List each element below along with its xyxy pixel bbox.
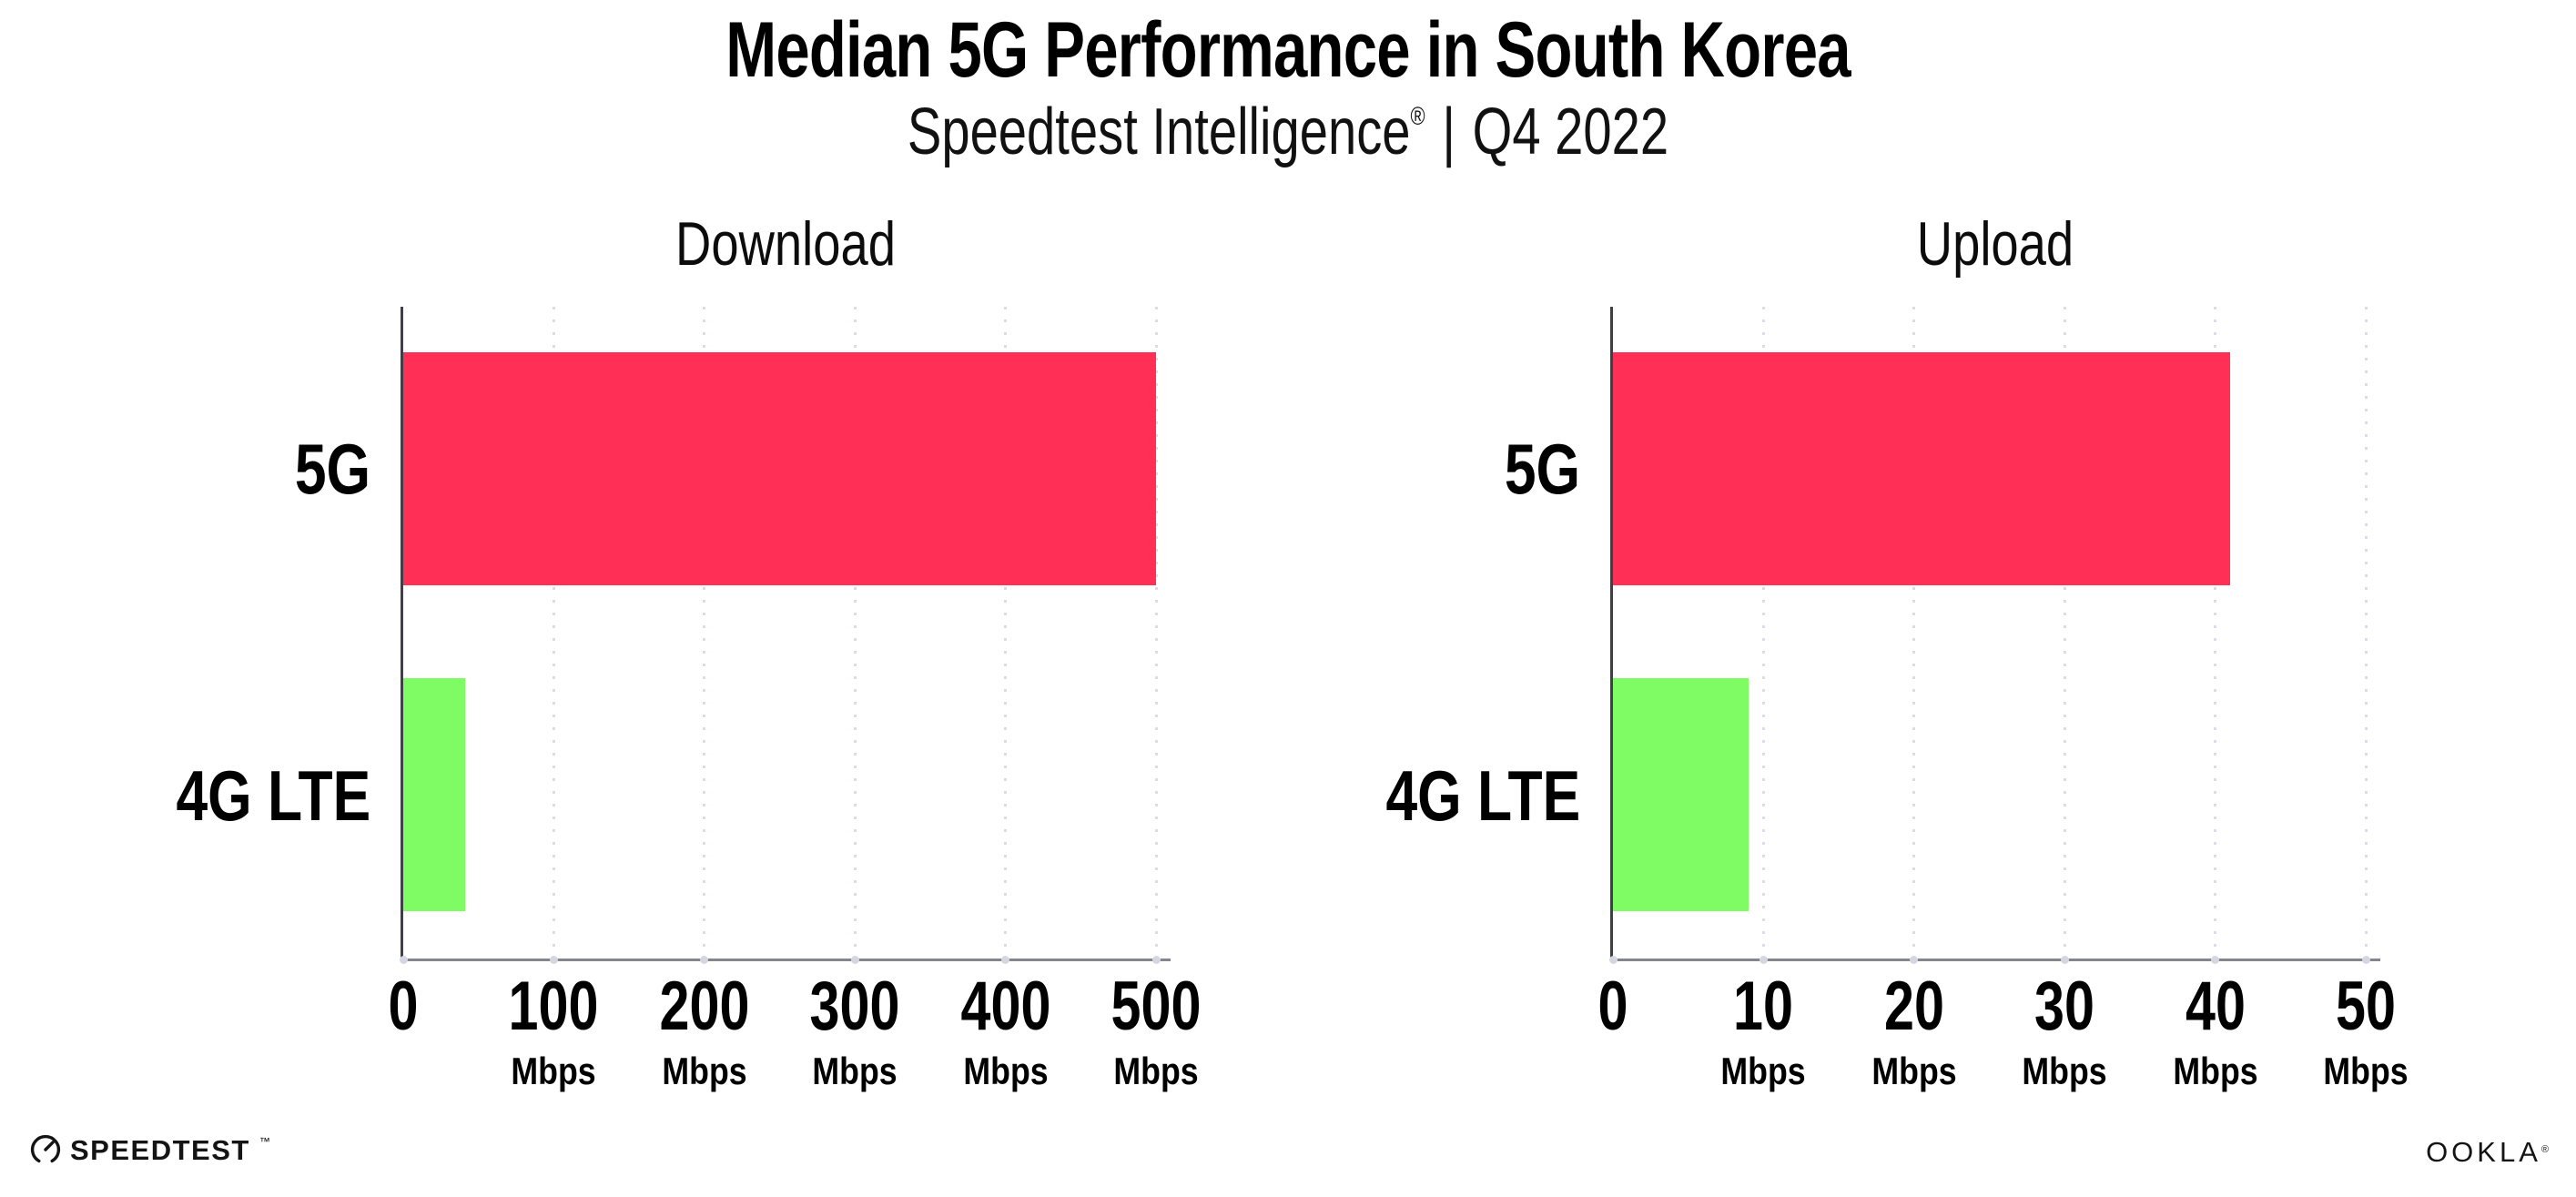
gridline [2364, 307, 2368, 959]
x-axis-line [1610, 959, 2380, 961]
gridline [552, 307, 555, 959]
x-tick-label: 20 [1883, 968, 1944, 1045]
x-tick-unit: Mbps [1113, 1050, 1199, 1092]
gridline [1004, 307, 1008, 959]
tick-dot [850, 956, 859, 964]
download-chart-title: Download [675, 209, 896, 279]
x-tick-label: 30 [2034, 968, 2095, 1045]
x-tick-label: 50 [2336, 968, 2396, 1045]
subtitle-period: Q4 2022 [1472, 96, 1669, 168]
x-tick-label: 0 [1597, 968, 1628, 1045]
speedtest-gauge-icon [30, 1134, 61, 1163]
figure-subtitle: Speedtest Intelligence® | Q4 2022 [908, 96, 1668, 168]
x-tick-unit: Mbps [2172, 1050, 2258, 1092]
x-tick-label: 100 [508, 968, 599, 1045]
gridline [703, 307, 706, 959]
category-label-4g-lte-upload: 4G LTE [1385, 756, 1580, 836]
gridline [2063, 307, 2066, 959]
x-tick-label: 0 [388, 968, 419, 1045]
tick-dot [1151, 956, 1161, 964]
tick-dot [1759, 956, 1768, 964]
y-axis-line [1610, 307, 1613, 961]
upload-chart-title: Upload [1916, 209, 2074, 279]
bar-5g-upload [1613, 352, 2231, 585]
tick-dot [1001, 956, 1010, 964]
tick-dot [2361, 956, 2370, 964]
x-tick-label: 300 [809, 968, 900, 1045]
speedtest-logo-text: SPEEDTEST [70, 1133, 250, 1166]
x-tick-label: 10 [1733, 968, 1794, 1045]
x-tick-unit: Mbps [1871, 1050, 1957, 1092]
x-tick-unit: Mbps [2323, 1050, 2409, 1092]
gridline [853, 307, 857, 959]
x-tick-unit: Mbps [2022, 1050, 2107, 1092]
x-tick-unit: Mbps [1720, 1050, 1806, 1092]
tick-dot [700, 956, 709, 964]
tick-dot [2211, 956, 2220, 964]
x-axis-line [401, 959, 1171, 961]
category-label-5g-upload: 5G [1504, 429, 1580, 509]
subtitle-product: Speedtest Intelligence [907, 96, 1411, 168]
x-tick-label: 40 [2185, 968, 2246, 1045]
category-label-4g-lte-download: 4G LTE [176, 756, 370, 836]
bar-4g-lte-download [403, 678, 465, 911]
subtitle-separator: | [1442, 96, 1455, 168]
bar-4g-lte-upload [1613, 678, 1749, 911]
ookla-registered-icon: ® [2541, 1144, 2549, 1155]
tick-dot [399, 956, 408, 964]
gridline [1761, 307, 1765, 959]
trademark-icon: ™ [259, 1135, 270, 1148]
ookla-logo: OOKLA® [2426, 1138, 2549, 1166]
speedtest-logo: SPEEDTEST ™ [30, 1134, 270, 1165]
gridline [2214, 307, 2217, 959]
x-tick-unit: Mbps [511, 1050, 596, 1092]
x-tick-unit: Mbps [662, 1050, 747, 1092]
tick-dot [549, 956, 558, 964]
gridline [1154, 307, 1158, 959]
figure-title: Median 5G Performance in South Korea [725, 6, 1851, 94]
gridline [1912, 307, 1916, 959]
x-tick-unit: Mbps [962, 1050, 1049, 1092]
y-axis-line [401, 307, 403, 961]
x-tick-label: 200 [659, 968, 750, 1045]
category-label-5g-download: 5G [294, 429, 370, 509]
x-tick-unit: Mbps [812, 1050, 898, 1092]
x-tick-label: 400 [960, 968, 1051, 1045]
ookla-logo-text: OOKLA [2426, 1136, 2541, 1168]
bar-5g-download [403, 352, 1156, 585]
tick-dot [1910, 956, 1919, 964]
tick-dot [1608, 956, 1618, 964]
x-tick-label: 500 [1111, 968, 1202, 1045]
tick-dot [2060, 956, 2069, 964]
registered-trademark-icon: ® [1410, 102, 1425, 130]
